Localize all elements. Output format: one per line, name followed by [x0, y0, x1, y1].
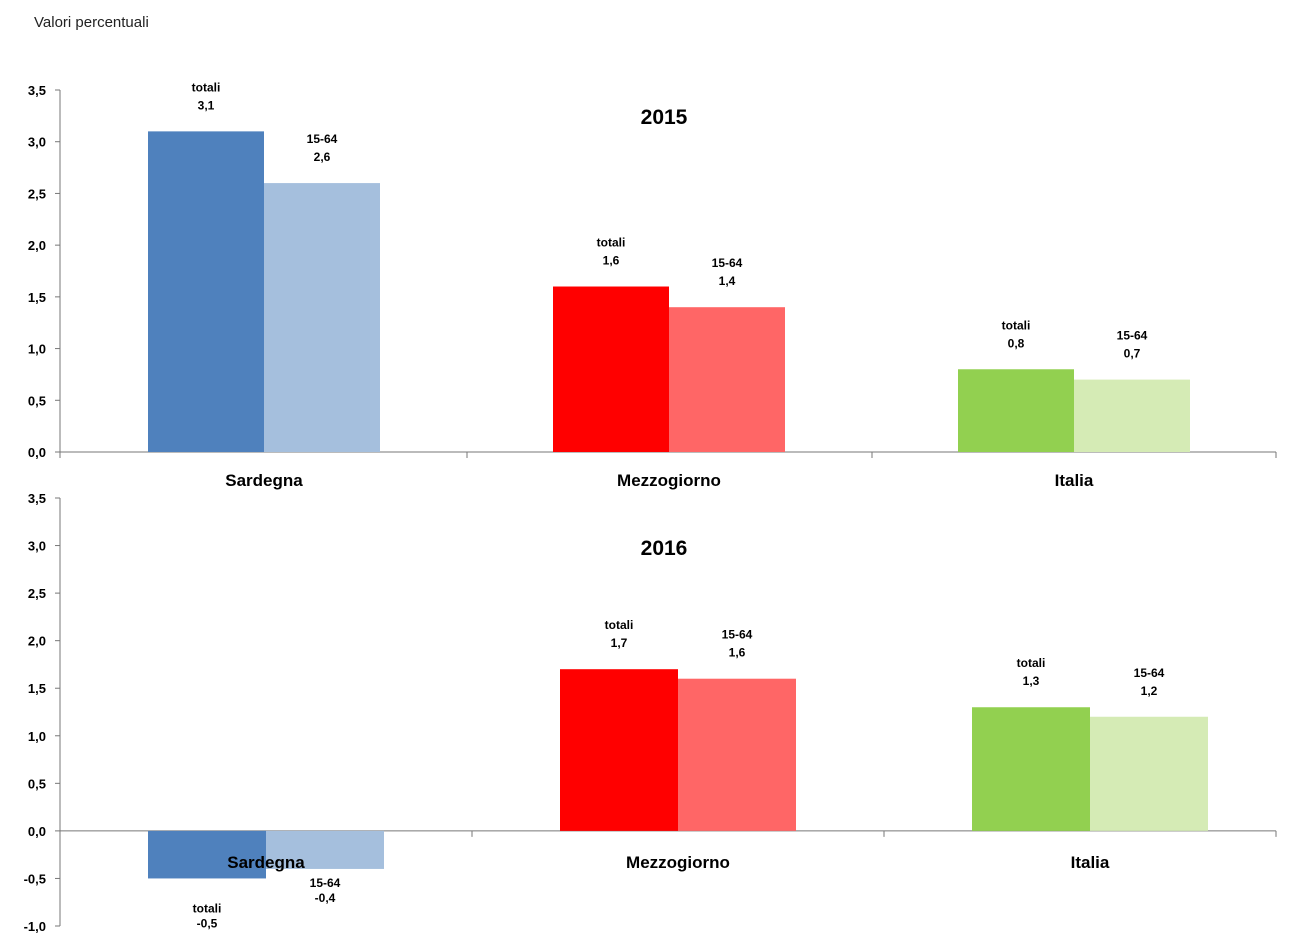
p1-category-label-sardegna: Sardegna [225, 471, 303, 490]
p2-data-label-value: 1,3 [1023, 674, 1040, 688]
p2-y-tick-label: 0,0 [28, 824, 46, 839]
p1-data-label-value: 2,6 [314, 150, 331, 164]
p2-data-label-name: totali [1017, 656, 1046, 670]
p2-data-label-value: -0,5 [197, 916, 218, 930]
p2-data-label-value: 1,6 [729, 646, 746, 660]
p2-data-label-name: 15-64 [1134, 666, 1165, 680]
p1-data-label-name: 15-64 [1117, 329, 1148, 343]
p2-y-tick-label: 3,0 [28, 539, 46, 554]
p1-y-tick-label: 1,5 [28, 290, 46, 305]
p1-data-label-name: 15-64 [712, 256, 743, 270]
p2-category-label-mezzogiorno: Mezzogiorno [626, 853, 730, 872]
p2-bar-mezzogiorno-15-64 [678, 678, 796, 831]
p1-data-label-value: 1,4 [719, 274, 736, 288]
p2-bar-sardegna-totali [148, 830, 266, 879]
p1-chart-title: 2015 [641, 106, 688, 129]
p1-category-label-mezzogiorno: Mezzogiorno [617, 471, 721, 490]
p2-bar-sardegna-15-64 [266, 830, 384, 869]
p2-y-tick-label: 0,5 [28, 776, 46, 791]
p2-y-tick-label: 2,5 [28, 586, 46, 601]
p2-category-label-italia: Italia [1071, 853, 1110, 872]
p2-y-tick-label: 2,0 [28, 634, 46, 649]
p1-bar-italia-15-64 [1074, 379, 1190, 452]
p1-data-label-value: 3,1 [198, 98, 215, 112]
p1-bar-sardegna-totali [148, 131, 264, 452]
p1-bar-italia-totali [958, 369, 1074, 452]
p2-y-tick-label: -1,0 [24, 919, 46, 934]
p1-y-tick-label: 3,0 [28, 135, 46, 150]
p2-y-tick-label: 1,5 [28, 681, 46, 696]
p1-data-label-value: 0,7 [1124, 347, 1141, 361]
p1-bar-sardegna-15-64 [264, 183, 380, 453]
p1-data-label-value: 0,8 [1008, 336, 1025, 350]
p2-category-label-sardegna: Sardegna [227, 853, 305, 872]
p2-y-tick-label: -0,5 [24, 871, 46, 886]
p1-category-label-italia: Italia [1055, 471, 1094, 490]
p2-bar-italia-totali [972, 707, 1090, 831]
p1-data-label-name: 15-64 [307, 132, 338, 146]
p1-y-tick-label: 1,0 [28, 342, 46, 357]
p1-bar-mezzogiorno-15-64 [669, 307, 785, 452]
p2-chart-title: 2016 [641, 537, 688, 560]
p1-data-label-name: totali [1002, 318, 1031, 332]
p2-data-label-value: 1,2 [1141, 684, 1158, 698]
p2-y-tick-label: 1,0 [28, 729, 46, 744]
p2-data-label-name: totali [193, 901, 222, 915]
p1-y-tick-label: 2,0 [28, 238, 46, 253]
p2-data-label-name: 15-64 [310, 876, 341, 890]
p2-data-label-name: 15-64 [722, 628, 753, 642]
p1-data-label-value: 1,6 [603, 254, 620, 268]
p1-y-tick-label: 0,5 [28, 393, 46, 408]
p2-data-label-name: totali [605, 618, 634, 632]
chart-subtitle: Valori percentuali [34, 14, 149, 31]
p1-data-label-name: totali [192, 80, 221, 94]
p2-y-tick-label: 3,5 [28, 491, 46, 506]
p2-bar-mezzogiorno-totali [560, 669, 678, 831]
p1-y-tick-label: 3,5 [28, 83, 46, 98]
p1-data-label-name: totali [597, 236, 626, 250]
p1-bar-mezzogiorno-totali [553, 286, 669, 452]
p1-y-tick-label: 2,5 [28, 186, 46, 201]
p1-y-tick-label: 0,0 [28, 445, 46, 460]
p2-bar-italia-15-64 [1090, 716, 1208, 831]
p2-data-label-value: -0,4 [315, 891, 336, 905]
p2-data-label-value: 1,7 [611, 636, 628, 650]
